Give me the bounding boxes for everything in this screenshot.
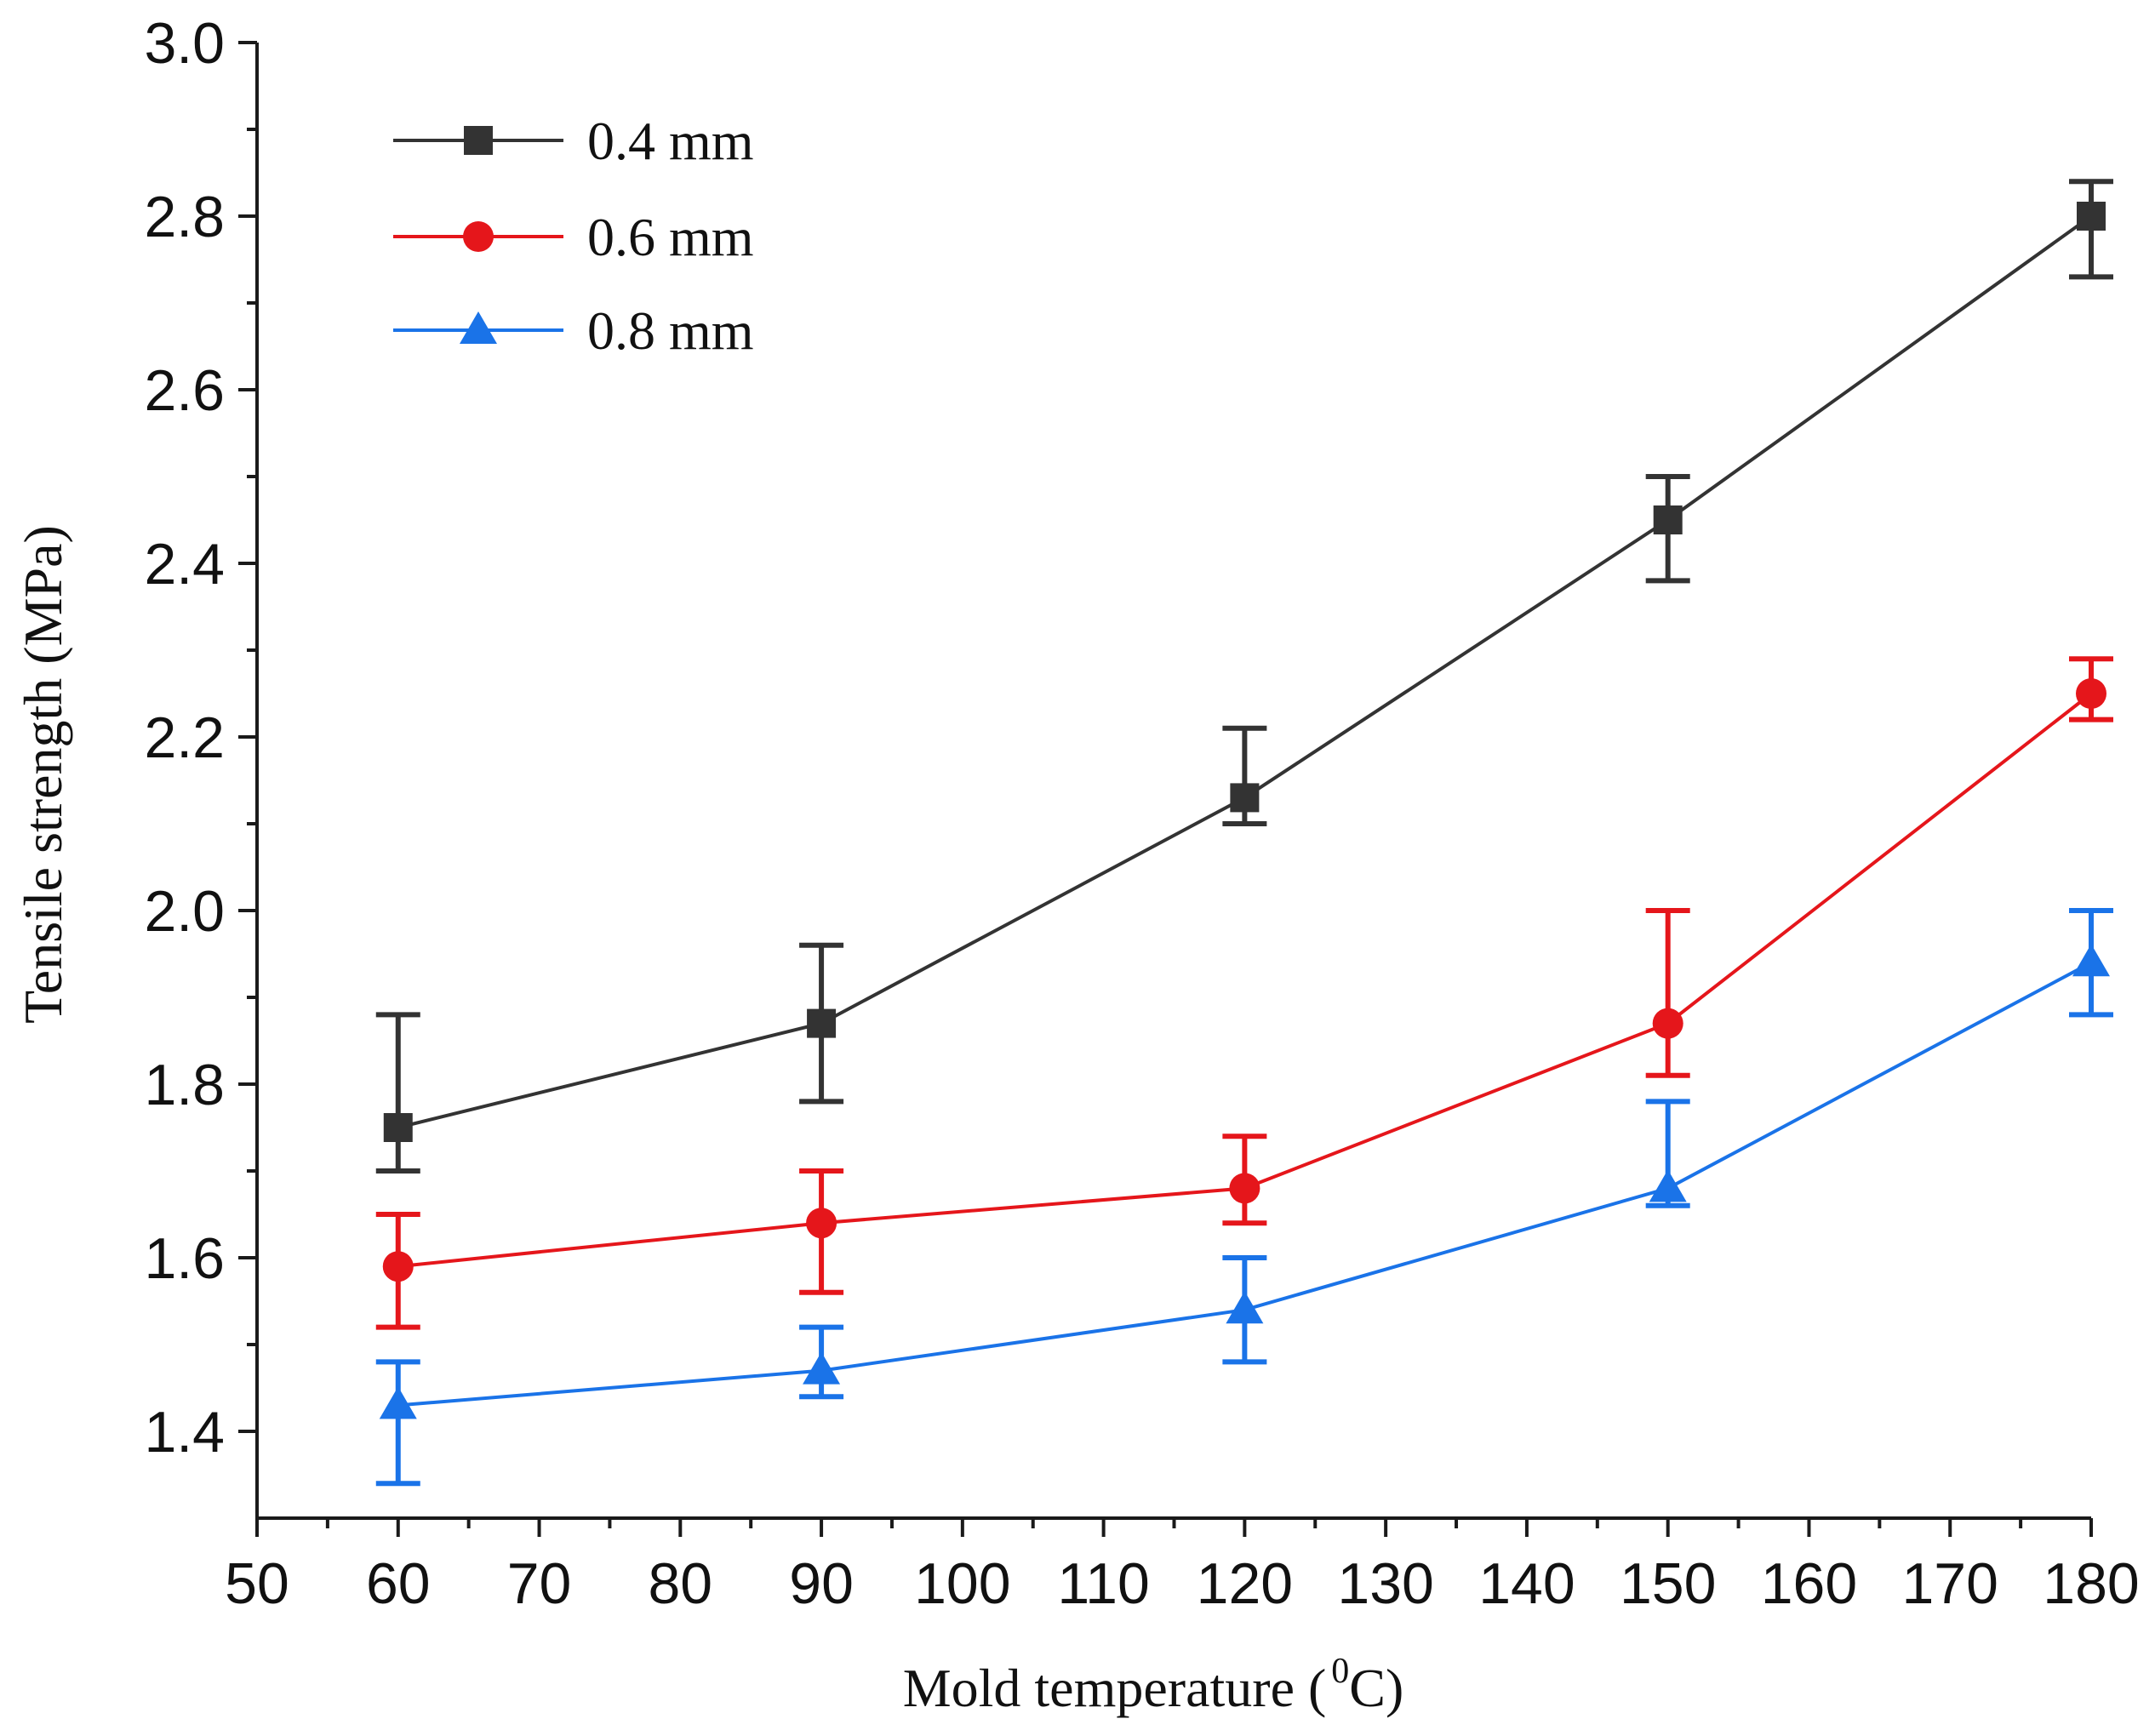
x-tick-label: 90 <box>789 1551 854 1616</box>
series-triangle <box>375 908 2113 1487</box>
y-tick-label: 1.4 <box>144 1400 225 1465</box>
data-point <box>807 1008 837 1038</box>
legend-label: 0.4 mm <box>587 111 754 171</box>
y-tick-label: 2.0 <box>144 879 225 944</box>
data-point <box>1653 505 1683 534</box>
x-tick-label: 160 <box>1761 1551 1857 1616</box>
y-tick-label: 2.2 <box>144 705 225 770</box>
x-tick-label: 100 <box>914 1551 1010 1616</box>
legend-marker <box>463 221 494 252</box>
error-bar <box>1645 908 1690 1078</box>
x-tick-label: 150 <box>1620 1551 1716 1616</box>
legend-item: 0.4 mm <box>393 111 754 171</box>
y-tick-label: 1.8 <box>144 1053 225 1117</box>
legend-item: 0.6 mm <box>393 207 754 267</box>
data-point <box>2077 202 2106 231</box>
data-point <box>2076 678 2106 709</box>
data-point <box>1230 783 1260 813</box>
axes: 1.4 1.6 1.8 2.0 2.2 2.4 2.6 2.8 3.0 50 60 70 80 90 100… <box>144 11 2139 1616</box>
x-tick-label: 140 <box>1478 1551 1575 1616</box>
y-axis-title: Tensile strength (MPa) <box>13 525 73 1024</box>
error-bar <box>375 1012 420 1174</box>
y-tick-label: 2.4 <box>144 532 225 597</box>
y-tick-label: 2.8 <box>144 185 225 249</box>
data-point <box>2072 944 2110 977</box>
data-point <box>1229 1173 1260 1204</box>
legend-marker <box>464 126 493 155</box>
x-axis-title: Mold temperature (0C) <box>903 1652 1404 1718</box>
legend-label: 0.6 mm <box>587 207 754 267</box>
data-point <box>379 1386 417 1419</box>
x-tick-label: 80 <box>648 1551 712 1616</box>
data-point <box>1649 1169 1687 1202</box>
legend-item: 0.8 mm <box>393 300 754 361</box>
data-point <box>1226 1291 1264 1324</box>
error-bar <box>375 1359 420 1487</box>
x-tick-label: 110 <box>1057 1551 1149 1616</box>
data-point <box>382 1251 414 1282</box>
legend-marker <box>460 311 497 344</box>
data-point <box>803 1351 841 1385</box>
series-circle <box>375 656 2113 1330</box>
x-tick-label: 170 <box>1901 1551 1998 1616</box>
x-tick-label: 180 <box>2043 1551 2139 1616</box>
legend-label: 0.8 mm <box>587 300 754 361</box>
data-point <box>1652 1008 1683 1039</box>
data-point <box>806 1208 837 1239</box>
plot-area <box>375 179 2113 1487</box>
legend: 0.4 mm 0.6 mm 0.8 mm <box>393 111 754 361</box>
y-tick-label: 1.6 <box>144 1226 225 1291</box>
x-tick-label: 120 <box>1197 1551 1293 1616</box>
x-tick-label: 130 <box>1337 1551 1433 1616</box>
x-tick-label: 50 <box>225 1551 289 1616</box>
y-tick-label: 2.6 <box>144 358 225 423</box>
data-point <box>383 1113 413 1142</box>
x-tick-label: 70 <box>507 1551 572 1616</box>
series-square <box>375 179 2113 1174</box>
x-tick-label: 60 <box>366 1551 431 1616</box>
y-tick-label: 3.0 <box>144 11 225 76</box>
